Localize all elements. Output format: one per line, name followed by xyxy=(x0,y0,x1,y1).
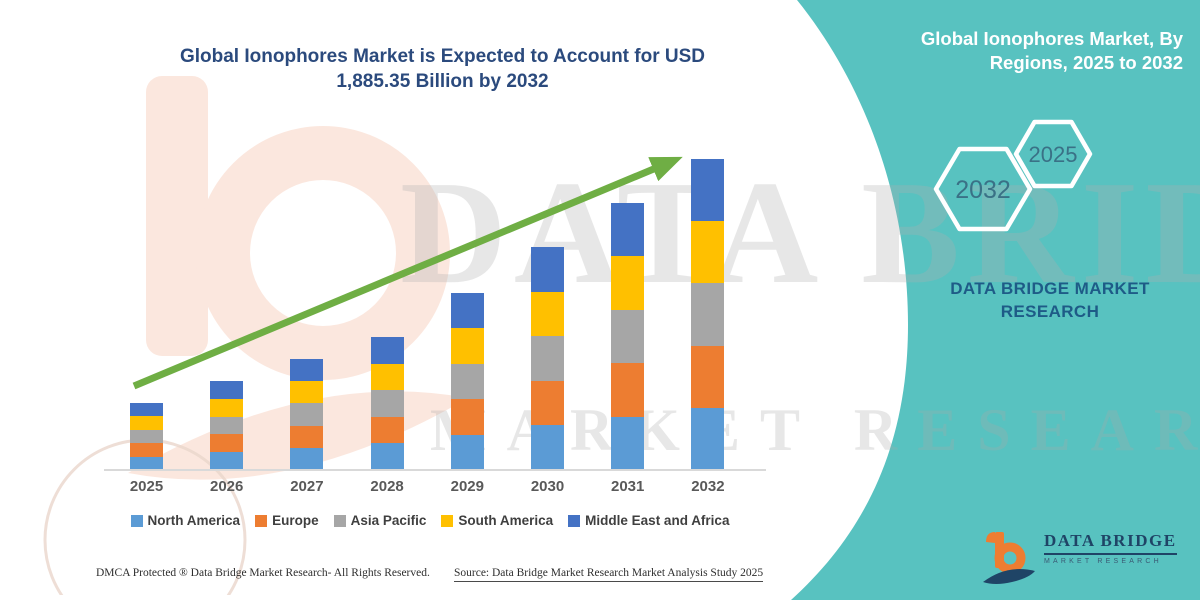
bar-2029-segment-middle-east-and-africa xyxy=(450,293,484,329)
logo-swoosh xyxy=(983,569,1035,584)
bar-2026-segment-asia-pacific xyxy=(210,416,244,435)
legend-item-north-america: North America xyxy=(130,513,241,528)
bar-2027-segment-north-america xyxy=(290,447,324,470)
legend-swatch xyxy=(255,514,268,527)
bar-2031-segment-north-america xyxy=(611,416,645,470)
bar-2032-segment-north-america xyxy=(691,407,725,470)
axis-label-2028: 2028 xyxy=(370,478,404,495)
axis-label-2032: 2032 xyxy=(691,478,725,495)
axis-label-2029: 2029 xyxy=(450,478,484,495)
teal-panel-shape xyxy=(791,0,1200,600)
axis-label-2030: 2030 xyxy=(530,478,565,495)
bar-2025-segment-europe xyxy=(130,443,163,457)
bar-2026-segment-middle-east-and-africa xyxy=(210,381,244,399)
sidebar-brand-text: DATA BRIDGE MARKET RESEARCH xyxy=(950,279,1150,321)
bar-2027-segment-middle-east-and-africa xyxy=(290,359,324,382)
bar-2028-segment-middle-east-and-africa xyxy=(370,337,404,364)
sidebar-title: Global Ionophores Market, By Regions, 20… xyxy=(920,28,1183,74)
bar-2032-segment-europe xyxy=(691,345,725,408)
footer-dmca-text: DMCA Protected ® Data Bridge Market Rese… xyxy=(96,567,430,579)
chart-legend: North America Europe Asia Pacific South Ame… xyxy=(90,513,770,528)
legend-swatch xyxy=(441,514,454,527)
bar-2026-segment-europe xyxy=(210,434,244,453)
bar-2027-segment-asia-pacific xyxy=(290,403,324,426)
legend-swatch xyxy=(568,514,581,527)
logo-subtitle: MARKET RESEARCH xyxy=(1044,558,1162,565)
bar-2031 xyxy=(611,202,645,470)
bar-2029 xyxy=(450,293,484,470)
bar-2026-segment-south-america xyxy=(210,398,244,417)
bar-2030-segment-asia-pacific xyxy=(531,336,564,381)
bar-2029-segment-europe xyxy=(450,399,484,435)
bar-2028 xyxy=(370,337,404,470)
bar-2026 xyxy=(210,381,244,470)
bar-2030-segment-south-america xyxy=(531,291,564,337)
legend-swatch xyxy=(333,514,346,527)
bar-2025-segment-south-america xyxy=(130,416,163,430)
bar-2028-segment-north-america xyxy=(370,443,404,470)
bar-2025-segment-north-america xyxy=(130,456,163,470)
axis-label-2025: 2025 xyxy=(129,478,164,495)
databridge-logo: DATA BRIDGE MARKET RESEARCH xyxy=(983,531,1177,589)
legend-item-middle-east-and-africa: Middle East and Africa xyxy=(568,513,729,528)
legend-label: Middle East and Africa xyxy=(585,513,730,528)
bar-2029-segment-north-america xyxy=(450,434,484,470)
logo-name: DATA BRIDGE xyxy=(1044,531,1177,550)
bar-2026-segment-north-america xyxy=(210,452,244,470)
axis-label-2027: 2027 xyxy=(290,478,324,495)
hexagons-graphic: 2032 2025 xyxy=(933,119,1093,232)
logo-divider xyxy=(1044,553,1177,555)
bar-2031-segment-asia-pacific xyxy=(611,309,645,363)
hexagon-2032-label: 2032 xyxy=(955,176,1011,204)
bar-2025-segment-asia-pacific xyxy=(130,429,163,444)
bar-2031-segment-middle-east-and-africa xyxy=(611,202,645,256)
bar-2032-segment-middle-east-and-africa xyxy=(691,159,725,222)
bar-2027-segment-europe xyxy=(290,425,324,448)
axis-label-2031: 2031 xyxy=(611,478,645,495)
legend-swatch xyxy=(130,514,143,527)
logo-b-hook xyxy=(986,532,995,543)
bar-2028-segment-europe xyxy=(370,416,404,444)
chart-title: Global Ionophores Market is Expected to … xyxy=(179,46,706,93)
bar-2031-segment-europe xyxy=(611,363,645,417)
legend-item-asia-pacific: Asia Pacific xyxy=(333,513,427,528)
bar-2027 xyxy=(290,359,324,470)
logo-text-block: DATA BRIDGE MARKET RESEARCH xyxy=(1044,531,1177,565)
logo-b-bowl xyxy=(994,542,1026,574)
bar-2025-segment-middle-east-and-africa xyxy=(130,403,163,417)
hexagon-2032 xyxy=(933,146,1033,232)
bar-2028-segment-south-america xyxy=(370,363,404,391)
bar-2031-segment-south-america xyxy=(611,256,645,310)
bar-2032-segment-asia-pacific xyxy=(691,283,725,346)
databridge-logo-icon xyxy=(983,532,1035,584)
legend-item-europe: Europe xyxy=(255,513,319,528)
bar-2030 xyxy=(531,247,564,470)
bar-2025 xyxy=(130,403,163,470)
bar-2030-segment-middle-east-and-africa xyxy=(531,247,564,292)
legend-label: Asia Pacific xyxy=(350,513,427,528)
bar-2028-segment-asia-pacific xyxy=(370,390,404,417)
legend-item-south-america: South America xyxy=(441,513,553,528)
footer-source-text: Source: Data Bridge Market Research Mark… xyxy=(454,567,764,582)
bar-2029-segment-south-america xyxy=(450,328,484,364)
legend-label: Europe xyxy=(272,513,319,528)
hexagon-2025-label: 2025 xyxy=(1029,142,1078,167)
bar-2032-segment-south-america xyxy=(691,221,725,284)
axis-label-2026: 2026 xyxy=(210,478,244,495)
legend-label: North America xyxy=(147,513,241,528)
bar-2030-segment-europe xyxy=(531,380,564,426)
bar-2027-segment-south-america xyxy=(290,381,324,404)
hexagon-2025 xyxy=(1013,119,1093,189)
bar-2030-segment-north-america xyxy=(531,425,564,470)
bar-2032 xyxy=(691,159,725,470)
plot-area: 2025 2026 2027 2028 2029 2030 2031 2032 xyxy=(100,138,780,495)
legend-label: South America xyxy=(458,513,554,528)
x-axis-line xyxy=(104,469,766,471)
bar-2029-segment-asia-pacific xyxy=(450,363,484,400)
